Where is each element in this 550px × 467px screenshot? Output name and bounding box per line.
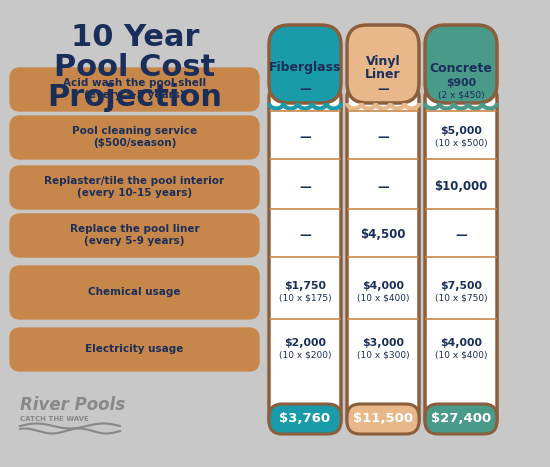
Text: $11,500: $11,500 [353,412,413,425]
FancyBboxPatch shape [269,404,341,434]
Text: Concrete: Concrete [430,62,492,75]
Text: Fiberglass: Fiberglass [269,62,341,75]
FancyBboxPatch shape [10,328,259,371]
Text: —: — [299,130,311,143]
Text: —: — [299,228,311,241]
Text: —: — [455,228,467,241]
Text: (10 x $750): (10 x $750) [434,293,487,303]
Text: Electricity usage: Electricity usage [85,344,184,354]
Text: —: — [377,130,389,143]
Text: —: — [299,83,311,95]
Text: (10 x $500): (10 x $500) [434,139,487,148]
FancyBboxPatch shape [10,214,259,257]
Text: (10 x $400): (10 x $400) [357,293,409,303]
Text: $900: $900 [446,78,476,88]
Text: $3,760: $3,760 [279,412,331,425]
Text: (2 x $450): (2 x $450) [438,91,485,99]
Text: Chemical usage: Chemical usage [88,287,181,297]
Text: (10 x $400): (10 x $400) [434,351,487,360]
Text: Vinyl: Vinyl [366,56,400,69]
Text: (10 x $175): (10 x $175) [279,293,331,303]
Text: $3,000: $3,000 [362,338,404,348]
Text: Replaster/tile the pool interior
(every 10-15 years): Replaster/tile the pool interior (every … [45,176,224,198]
FancyBboxPatch shape [425,404,497,434]
Text: Liner: Liner [365,68,401,80]
FancyBboxPatch shape [269,25,341,103]
Text: Replace the pool liner
(every 5-9 years): Replace the pool liner (every 5-9 years) [70,224,199,246]
Text: $27,400: $27,400 [431,412,491,425]
FancyBboxPatch shape [347,404,419,434]
Text: $5,000: $5,000 [440,126,482,136]
FancyBboxPatch shape [269,84,341,433]
Text: Pool cleaning service
($500/season): Pool cleaning service ($500/season) [72,126,197,148]
Text: —: — [299,181,311,193]
FancyBboxPatch shape [10,166,259,209]
Text: (10 x $300): (10 x $300) [357,351,409,360]
Text: CATCH THE WAVE: CATCH THE WAVE [20,416,89,422]
Text: $4,000: $4,000 [362,281,404,291]
FancyBboxPatch shape [10,68,259,111]
Text: Pool Cost: Pool Cost [54,52,216,82]
Text: $4,000: $4,000 [440,338,482,348]
FancyBboxPatch shape [425,84,497,433]
Text: $10,000: $10,000 [434,181,488,193]
FancyBboxPatch shape [10,116,259,159]
Text: $1,750: $1,750 [284,281,326,291]
Text: River Pools: River Pools [20,396,125,414]
Text: 10 Year: 10 Year [71,22,199,51]
Text: Projection: Projection [47,83,223,112]
FancyBboxPatch shape [10,266,259,319]
Text: $4,500: $4,500 [360,228,406,241]
FancyBboxPatch shape [425,25,497,103]
FancyBboxPatch shape [347,25,419,103]
Text: $7,500: $7,500 [440,281,482,291]
Text: —: — [377,83,389,95]
Text: $2,000: $2,000 [284,338,326,348]
FancyBboxPatch shape [347,84,419,433]
Text: —: — [377,181,389,193]
Text: (10 x $200): (10 x $200) [279,351,331,360]
Text: Acid wash the pool shell
(every 3-5 years): Acid wash the pool shell (every 3-5 year… [63,78,206,100]
